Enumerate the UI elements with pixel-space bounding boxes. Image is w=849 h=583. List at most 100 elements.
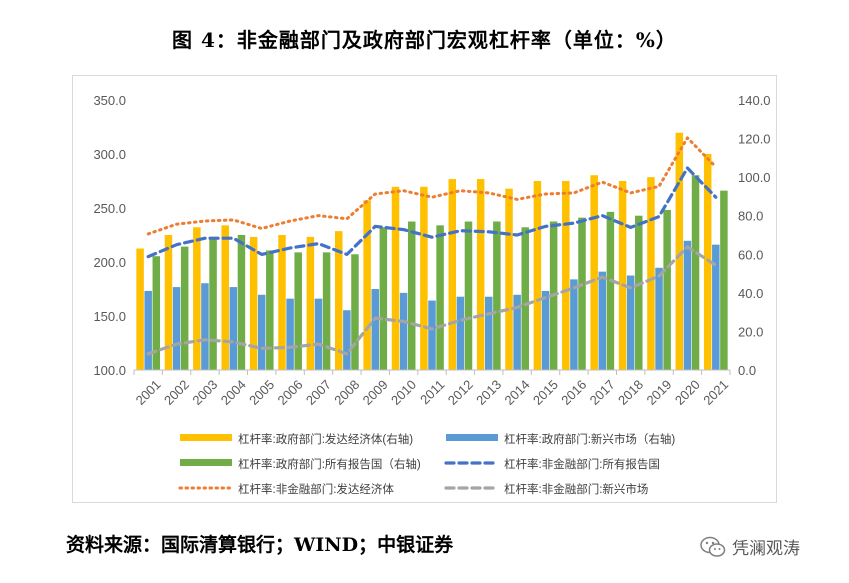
x-tick-label: 2016 [558, 377, 589, 408]
bar [371, 289, 379, 370]
x-tick-label: 2013 [473, 377, 504, 408]
bar [428, 300, 436, 370]
x-tick-label: 2007 [303, 377, 334, 408]
y-right-tick-label: 60.0 [738, 247, 763, 262]
y-right-tick-label: 40.0 [738, 286, 763, 301]
bar [436, 225, 444, 370]
bar [286, 298, 294, 370]
bar [351, 254, 359, 370]
bar [136, 248, 144, 370]
bar [193, 227, 201, 370]
bar [493, 221, 501, 370]
bar [391, 186, 400, 370]
x-tick-label: 2005 [246, 377, 277, 408]
bar [635, 215, 643, 370]
bar [618, 181, 627, 370]
y-left-tick-label: 350.0 [93, 93, 126, 108]
y-right-tick-label: 80.0 [738, 209, 763, 224]
watermark: 凭澜观涛 [700, 534, 800, 559]
bar [257, 294, 266, 370]
bar [322, 252, 331, 370]
bar [448, 179, 457, 370]
x-tick-label: 2004 [218, 377, 249, 408]
bar [221, 225, 229, 370]
x-tick-label: 2012 [445, 377, 476, 408]
legend-label: 杠杆率:政府部门:发达经济体(右轴) [238, 432, 413, 446]
x-tick-label: 2014 [502, 377, 533, 408]
series-line [146, 166, 718, 259]
y-right-tick-label: 0.0 [738, 363, 756, 378]
bar [464, 221, 473, 370]
bar [306, 236, 315, 370]
y-right-tick-label: 120.0 [738, 132, 771, 147]
legend-swatch [446, 434, 498, 441]
bar [712, 244, 720, 370]
bar [152, 256, 161, 370]
bar [720, 190, 728, 370]
x-tick-label: 2010 [388, 377, 419, 408]
bar [606, 211, 615, 370]
bar [314, 298, 323, 370]
x-tick-label: 2008 [331, 377, 362, 408]
x-tick-label: 2001 [133, 377, 164, 408]
series-line [146, 136, 718, 236]
chart-frame: 100.0 150.0 200.0 250.0 300.0 350.0 0.0 20.0 40.… [72, 75, 777, 503]
bar [562, 181, 570, 370]
x-tick-label: 2021 [700, 377, 731, 408]
bar [647, 177, 655, 370]
bar [521, 227, 529, 370]
bar [626, 275, 635, 370]
bar [180, 246, 189, 370]
y-right-tick-label: 140.0 [738, 93, 771, 108]
legend-swatch [180, 434, 232, 441]
x-tick-label: 2019 [643, 377, 674, 408]
bar [164, 235, 173, 370]
bar [399, 292, 408, 370]
legend-label: 杠杆率:非金融部门:所有报告国 [504, 457, 660, 471]
legend-label: 杠杆率:政府部门:新兴市场（右轴) [504, 432, 675, 446]
bar [379, 227, 388, 370]
bar [278, 235, 286, 370]
watermark-text: 凭澜观涛 [732, 539, 800, 559]
x-tick-label: 2015 [530, 377, 561, 408]
bar [237, 235, 246, 370]
bar [533, 181, 542, 370]
bar [249, 236, 258, 370]
bar [172, 287, 181, 370]
x-tick-label: 2020 [672, 377, 703, 408]
bar [541, 290, 550, 370]
bar [229, 287, 238, 370]
bar [513, 294, 521, 370]
x-tick-label: 2011 [417, 377, 447, 407]
bar [675, 132, 684, 370]
bar [703, 154, 712, 370]
series-line [146, 245, 718, 356]
x-tick-label: 2009 [360, 377, 391, 408]
bar [420, 186, 428, 370]
x-tick-label: 2002 [161, 377, 192, 408]
bar [505, 188, 513, 370]
wechat-icon [700, 536, 726, 557]
bar [590, 175, 598, 370]
y-left-tick-label: 100.0 [93, 363, 126, 378]
bar [335, 231, 343, 370]
chart-title: 图 4：非金融部门及政府部门宏观杠杆率（单位：%） [172, 28, 677, 52]
bar [655, 267, 663, 370]
bar [294, 252, 302, 370]
legend-label: 杠杆率:非金融部门:新兴市场 [504, 482, 648, 496]
x-tick-label: 2017 [587, 377, 618, 408]
y-left-tick-label: 250.0 [93, 201, 126, 216]
legend-label: 杠杆率:非金融部门:发达经济体 [238, 482, 394, 496]
bar [691, 175, 700, 370]
bar [407, 221, 416, 370]
bar [266, 250, 274, 370]
y-right-tick-label: 100.0 [738, 170, 771, 185]
y-right-tick-label: 20.0 [738, 324, 763, 339]
bar [485, 296, 493, 370]
bar [578, 217, 586, 370]
x-tick-label: 2003 [189, 377, 220, 408]
bar [144, 290, 152, 370]
bar [209, 238, 217, 370]
bar [201, 283, 209, 370]
x-tick-label: 2006 [275, 377, 306, 408]
